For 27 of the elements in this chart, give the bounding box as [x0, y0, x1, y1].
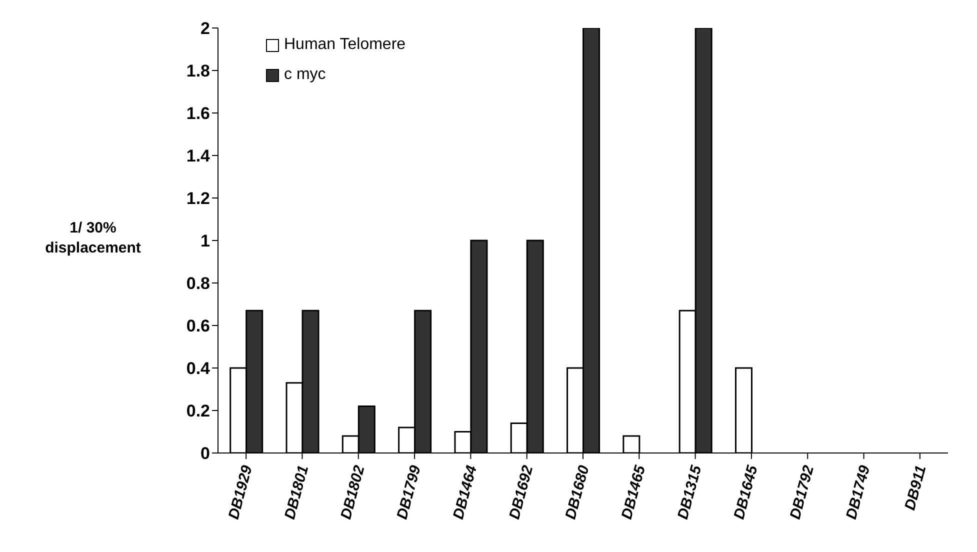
y-tick-label: 2 [200, 19, 210, 38]
x-tick-label: DB1465 [618, 463, 650, 522]
x-tick-label: DB1464 [450, 463, 481, 522]
y-tick-label: 1.6 [186, 104, 210, 124]
y-tick-label: 0.8 [186, 274, 210, 294]
y-tick-label: 1.4 [186, 146, 211, 166]
x-tick-label: DB1929 [225, 463, 256, 522]
x-tick-label: DB1749 [842, 463, 874, 522]
legend-label: Human Telomere [284, 36, 406, 54]
y-axis-title: 1/ 30% displacement [45, 220, 141, 256]
x-tick-label: DB911 [902, 464, 930, 512]
y-tick-label: 1.2 [186, 189, 210, 208]
x-tick-label: DB1680 [562, 463, 594, 522]
x-tick-label: DB1799 [394, 463, 425, 522]
y-tick-label: 0.2 [186, 402, 210, 421]
y-tick-label: 0.6 [186, 316, 210, 336]
y-tick-label: 0 [200, 444, 210, 464]
x-tick-label: DB1315 [674, 463, 706, 522]
legend-label: c myc [284, 66, 326, 84]
x-tick-label: DB1792 [786, 463, 818, 522]
y-tick-label: 1.8 [186, 62, 210, 81]
x-tick-label: DB1692 [506, 463, 537, 522]
y-tick-label: 1 [200, 232, 210, 251]
x-tick-label: DB1645 [730, 463, 762, 522]
x-tick-label: DB1802 [338, 463, 368, 522]
y-tick-label: 0.4 [186, 359, 211, 378]
x-tick-label: DB1801 [281, 464, 312, 522]
